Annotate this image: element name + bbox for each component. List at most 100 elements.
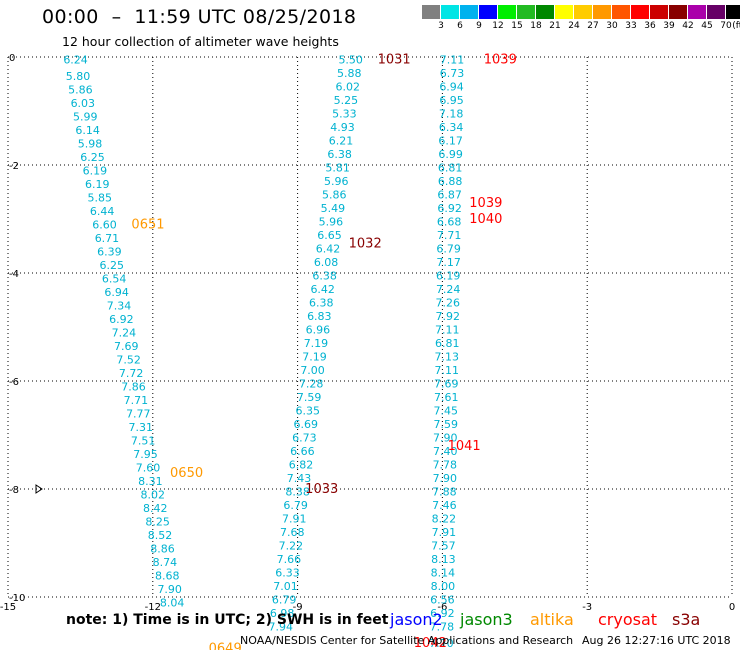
wave-height-value: 5.98 — [78, 137, 103, 150]
wave-height-value: 6.19 — [436, 270, 461, 283]
wave-height-value: 7.13 — [434, 351, 459, 364]
wave-height-value: 7.91 — [282, 513, 307, 526]
wave-height-value: 7.19 — [302, 351, 327, 364]
wave-height-value: 7.77 — [126, 407, 151, 420]
wave-height-value: 6.38 — [327, 148, 352, 161]
color-scale-label: 39 — [663, 21, 675, 31]
wave-height-value: 5.25 — [334, 94, 359, 107]
x-tick-label: 0 — [729, 602, 735, 613]
x-tick-label: -9 — [293, 602, 303, 613]
wave-height-value: 7.40 — [433, 445, 458, 458]
color-swatch — [669, 5, 688, 19]
wave-height-value: 6.66 — [290, 445, 315, 458]
wave-height-value: 6.60 — [92, 218, 117, 231]
wave-height-value: 6.94 — [439, 81, 464, 94]
page-title: 00:00 – 11:59 UTC 08/25/2018 — [42, 6, 357, 28]
pass-time-label: 1032 — [349, 236, 382, 251]
pass-time-label: 0649 — [209, 641, 242, 650]
wave-height-value: 8.52 — [148, 529, 173, 542]
y-tick-label: 0 — [9, 53, 15, 64]
pass-time-label: 1042 — [414, 636, 447, 650]
color-swatch — [612, 5, 631, 19]
color-swatch — [650, 5, 669, 19]
y-tick-label: -6 — [9, 377, 19, 388]
wave-height-value: 5.80 — [66, 70, 91, 83]
pass-time-label: 0650 — [170, 466, 203, 481]
wave-height-value: 8.14 — [431, 567, 456, 580]
wave-height-value: 6.73 — [292, 432, 317, 445]
color-scale-label: 36 — [644, 21, 656, 31]
wave-height-value: 8.74 — [153, 556, 178, 569]
color-swatch — [422, 5, 441, 19]
wave-height-value: 7.91 — [432, 526, 457, 539]
color-scale-label: 27 — [587, 21, 599, 31]
wave-height-value: 5.86 — [68, 83, 93, 96]
wave-height-value: 6.81 — [438, 162, 463, 175]
pass-time-label: 1039 — [469, 196, 502, 211]
wave-height-value: 8.68 — [155, 569, 180, 582]
wave-height-value: 7.20 — [429, 637, 454, 650]
color-scale-label: 21 — [549, 21, 561, 31]
wave-height-value: 7.11 — [434, 364, 459, 377]
wave-height-value: 6.54 — [102, 272, 127, 285]
wave-height-value: 5.88 — [337, 67, 362, 80]
arrow-marker — [35, 484, 43, 494]
pass-time-label: 1040 — [469, 212, 502, 227]
wave-height-value: 6.03 — [71, 97, 96, 110]
chart-subtitle: 12 hour collection of altimeter wave hei… — [62, 34, 339, 49]
pass-time-label: 1041 — [448, 439, 481, 454]
wave-height-value: 8.00 — [431, 580, 456, 593]
color-swatch — [631, 5, 650, 19]
legend-cryosat: cryosat — [598, 610, 658, 629]
wave-height-value: 7.28 — [299, 378, 324, 391]
wave-height-value: 6.19 — [85, 178, 110, 191]
x-tick-label: -3 — [582, 602, 592, 613]
wave-height-value: 5.81 — [325, 162, 350, 175]
credit-line: NOAA/NESDIS Center for Satellite Applica… — [240, 634, 574, 647]
wave-height-value: 6.79 — [272, 594, 297, 607]
wave-height-value: 6.69 — [294, 418, 319, 431]
wave-height-value: 6.08 — [314, 256, 339, 269]
wave-height-value: 7.26 — [435, 297, 460, 310]
legend-s3a: s3a — [672, 610, 701, 629]
wave-height-value: 6.99 — [438, 148, 463, 161]
wave-height-value: 8.38 — [285, 486, 310, 499]
y-tick-label: -8 — [9, 485, 19, 496]
wave-height-value: 8.42 — [143, 502, 168, 515]
wave-height-value: 6.25 — [100, 259, 125, 272]
color-scale-label: 45 — [701, 21, 713, 31]
pass-time-label: 1039 — [484, 53, 517, 68]
wave-height-value: 8.31 — [138, 475, 163, 488]
wave-height-value: 7.19 — [304, 337, 329, 350]
wave-height-value: 7.78 — [433, 459, 458, 472]
wave-height-value: 7.22 — [279, 540, 304, 553]
wave-height-value: 7.92 — [435, 310, 460, 323]
wave-height-value: 7.95 — [133, 448, 158, 461]
color-scale-label: 3 — [438, 21, 444, 31]
wave-height-value: 8.25 — [145, 515, 170, 528]
wave-height-value: 7.31 — [128, 421, 153, 434]
color-swatch — [707, 5, 726, 19]
wave-height-value: 6.79 — [436, 243, 461, 256]
wave-height-value: 6.44 — [90, 205, 115, 218]
wave-height-value: 8.13 — [431, 553, 456, 566]
wave-height-value: 6.14 — [75, 124, 100, 137]
color-swatch — [460, 5, 479, 19]
wave-height-value: 6.95 — [439, 94, 464, 107]
wave-height-value: 7.71 — [124, 394, 149, 407]
wave-height-value: 6.94 — [104, 286, 129, 299]
wave-height-value: 7.01 — [273, 580, 298, 593]
legend-altika: altika — [530, 610, 574, 629]
color-swatch — [555, 5, 574, 19]
color-scale-label: 12 — [492, 21, 504, 31]
wave-height-value: 6.25 — [80, 151, 105, 164]
wave-height-value: 7.69 — [434, 378, 459, 391]
wave-height-value: 7.90 — [433, 432, 458, 445]
wave-height-value: 6.65 — [317, 229, 342, 242]
wave-height-value: 7.94 — [268, 621, 293, 634]
color-scale-label: 24 — [568, 21, 580, 31]
x-tick-label: -15 — [0, 602, 16, 613]
wave-height-value: 7.90 — [157, 583, 182, 596]
wave-height-value: 6.81 — [435, 337, 460, 350]
